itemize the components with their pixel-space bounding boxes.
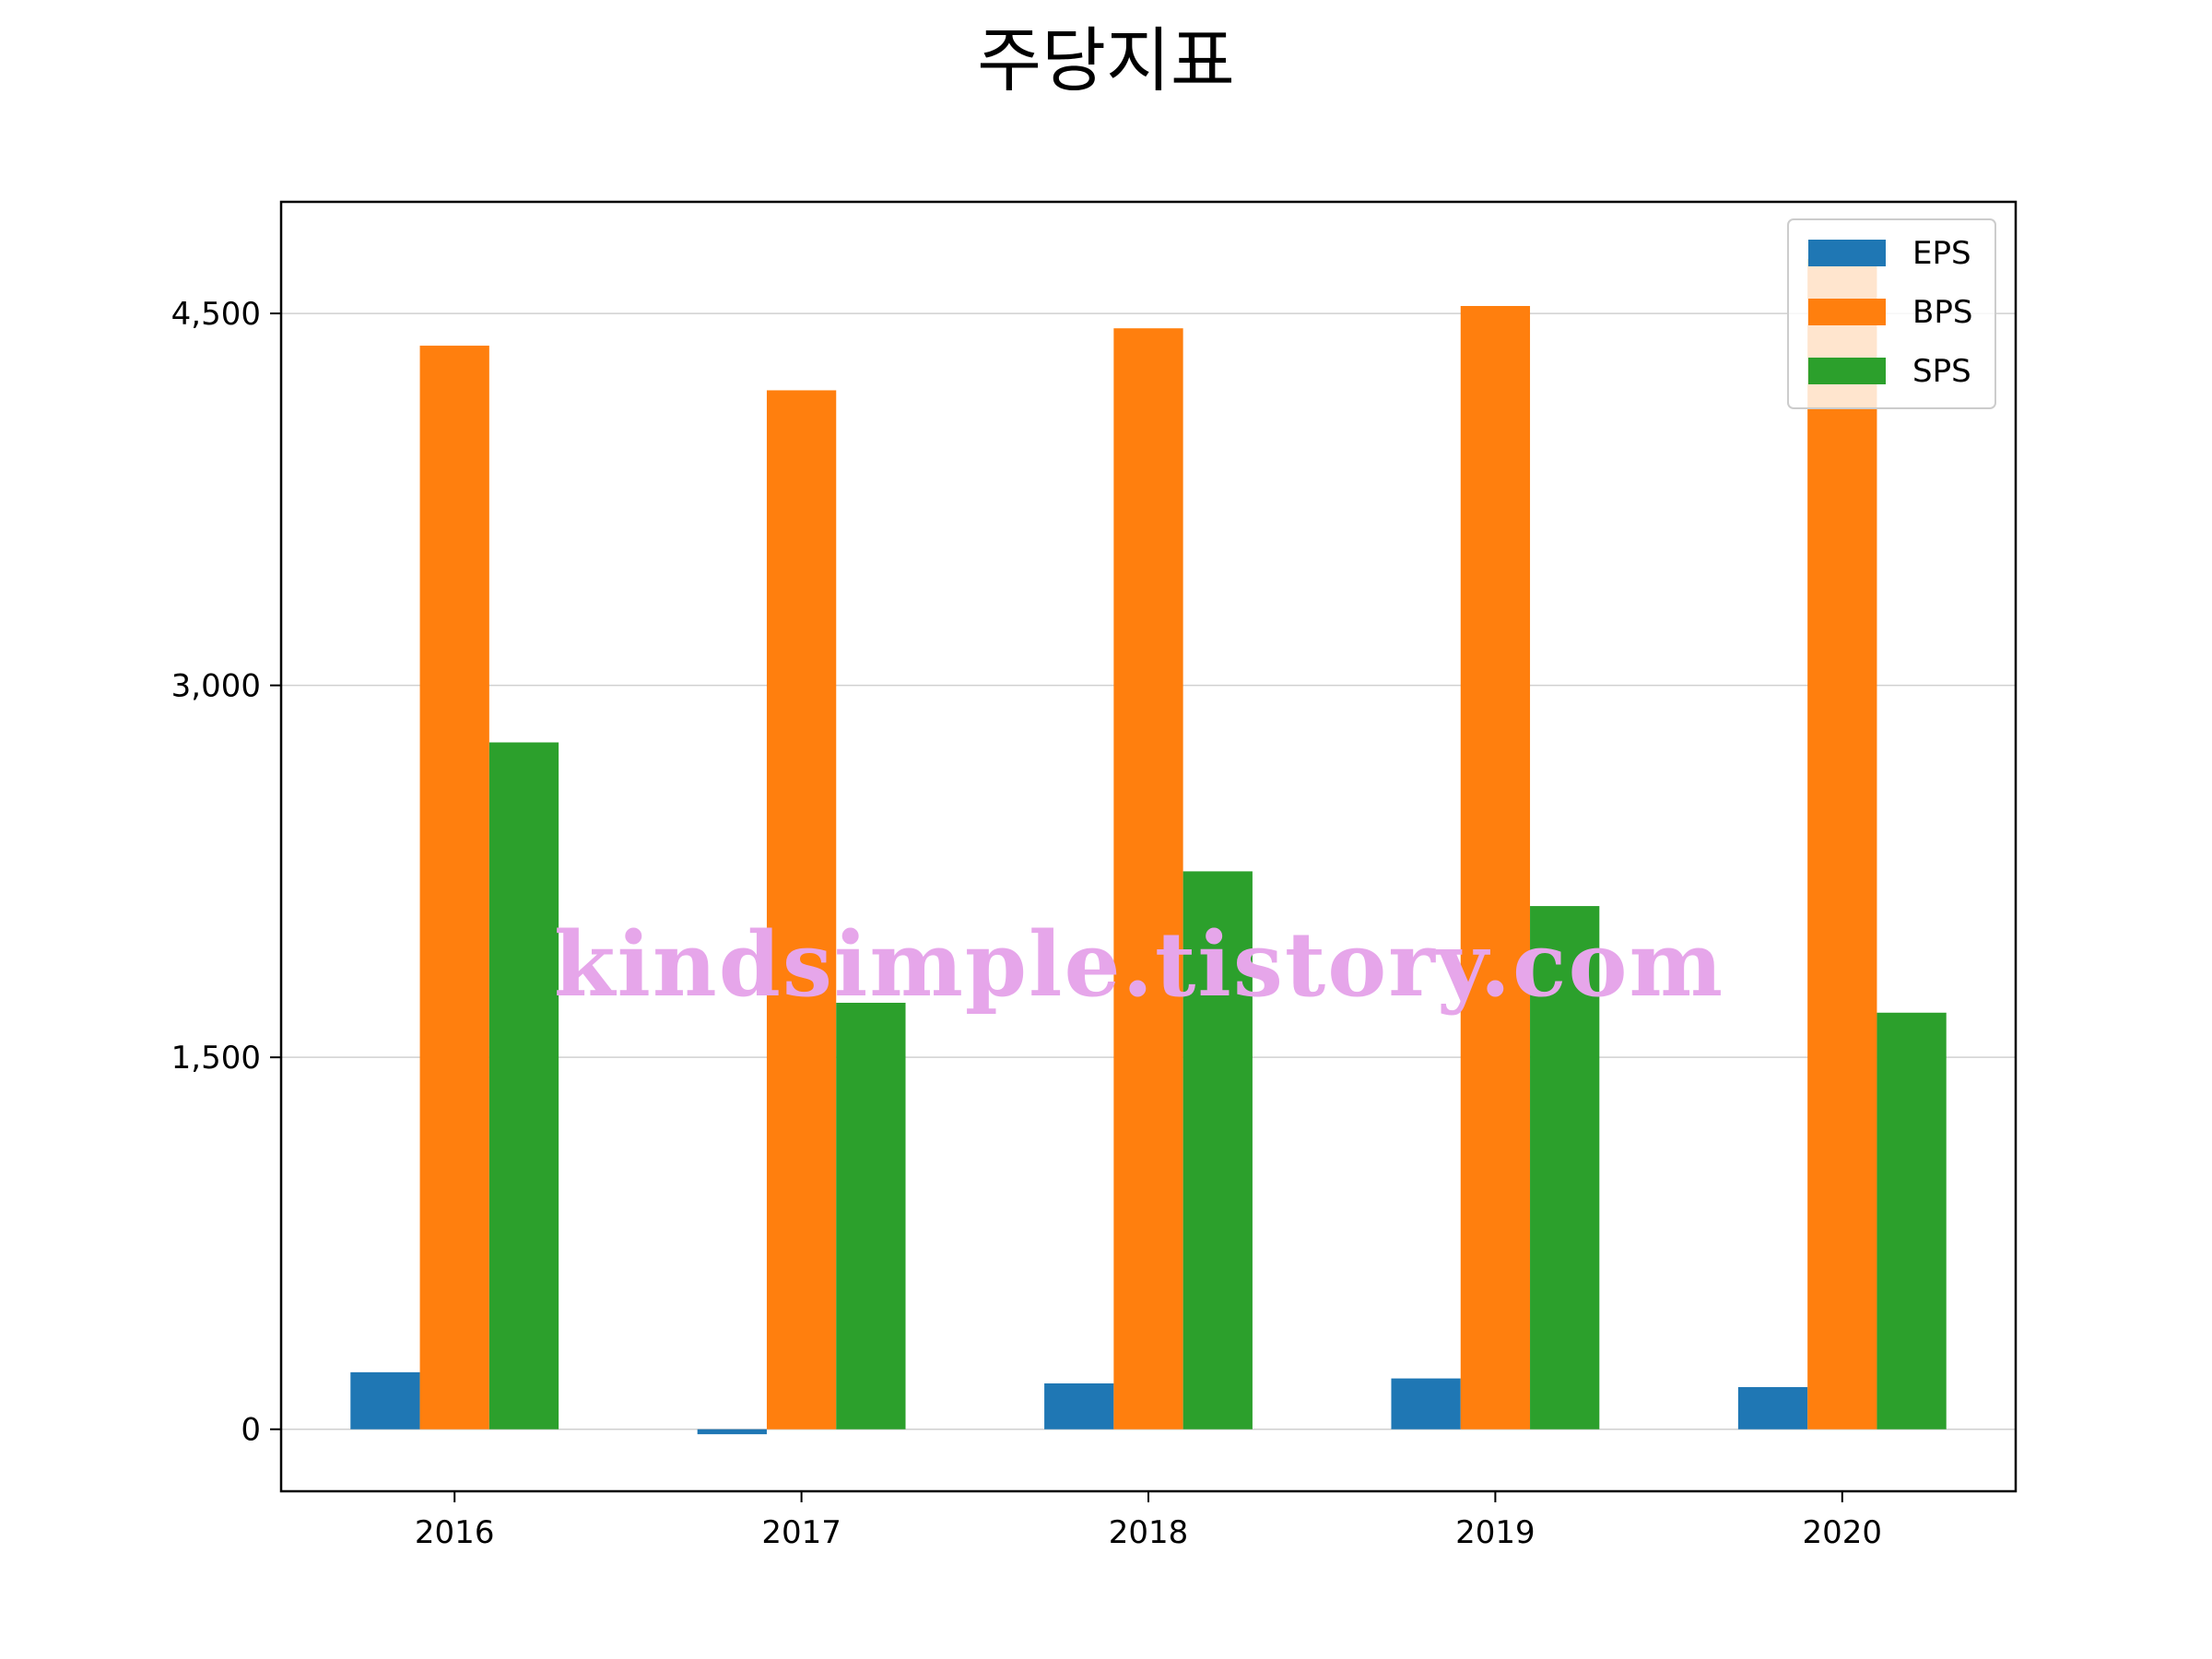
bar-eps-2020 (1737, 1387, 1808, 1430)
legend-swatch-eps (1808, 240, 1886, 266)
chart-title: 주당지표 (977, 19, 1235, 101)
legend-swatch-sps (1808, 358, 1886, 384)
y-tick-label: 4,500 (171, 296, 261, 333)
legend-swatch-bps (1808, 299, 1886, 325)
bar-bps-2018 (1113, 328, 1183, 1430)
y-axis-ticks: 0 1,500 3,000 4,500 (171, 296, 281, 1449)
bar-eps-2016 (350, 1371, 420, 1430)
legend-label: BPS (1912, 294, 1972, 331)
x-tick-label: 2018 (1109, 1514, 1189, 1551)
bar-bps-2016 (419, 346, 489, 1430)
bars-layer (350, 258, 1947, 1435)
bar-eps-2018 (1044, 1382, 1114, 1430)
x-tick-label: 2016 (415, 1514, 495, 1551)
bar-sps-2018 (1182, 871, 1253, 1430)
plot-frame (279, 200, 2018, 1493)
x-tick-label: 2017 (761, 1514, 841, 1551)
bar-eps-2017 (697, 1429, 767, 1435)
legend-label: SPS (1912, 353, 1971, 390)
bar-sps-2020 (1877, 1012, 1947, 1430)
bar-sps-2017 (836, 1002, 906, 1430)
bar-bps-2017 (766, 390, 837, 1430)
y-tick-label: 0 (241, 1412, 261, 1449)
x-tick-label: 2019 (1455, 1514, 1535, 1551)
x-axis-ticks: 2016 2017 2018 2019 2020 (415, 1491, 1882, 1551)
legend: EPS BPS SPS (1787, 218, 1996, 409)
bar-eps-2019 (1391, 1378, 1461, 1430)
bar-bps-2019 (1460, 305, 1531, 1430)
legend-label: EPS (1912, 235, 1971, 272)
watermark-text: kindsimple.tistory.com (554, 912, 1724, 1017)
bar-bps-2020 (1807, 258, 1877, 1430)
bar-sps-2016 (488, 742, 559, 1430)
y-tick-label: 3,000 (171, 668, 261, 705)
x-tick-label: 2020 (1803, 1514, 1883, 1551)
y-tick-label: 1,500 (171, 1040, 261, 1077)
bar-sps-2019 (1530, 906, 1600, 1430)
